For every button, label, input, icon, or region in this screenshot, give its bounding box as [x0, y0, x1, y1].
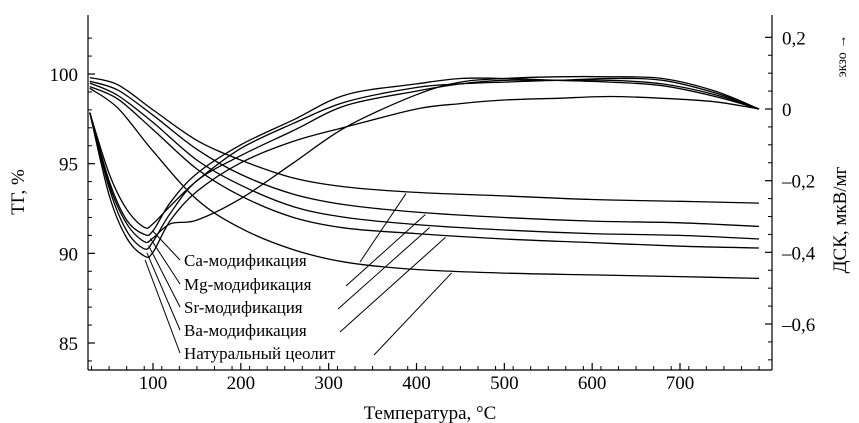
label-leader-dsc [146, 252, 181, 331]
x-tick-label: 200 [227, 373, 256, 394]
left-tick-label: 90 [59, 244, 78, 265]
left-tick-label: 85 [59, 334, 78, 355]
label-leader-dsc [144, 259, 181, 354]
label-leader-dsc [148, 245, 181, 308]
label-leader-dsc [149, 238, 181, 285]
curve-labels: Ca-модификация Mg-модификация Sr-модификац… [144, 193, 452, 363]
exo-direction-label: экзо → [835, 35, 850, 78]
right-y-axis-ticks: 0,2 0 –0,2 –0,4 –0,6 [765, 28, 816, 361]
right-tick-label: 0 [782, 100, 792, 121]
tg-curve [89, 87, 760, 280]
curve-label: Mg-модификация [184, 275, 312, 294]
curve-label: Ca-модификация [184, 251, 307, 270]
left-tick-label: 95 [59, 155, 78, 176]
label-leader-tg [337, 227, 431, 310]
tg-curve [89, 80, 760, 228]
tg-curve [89, 76, 760, 204]
tg-curve [89, 82, 760, 240]
left-axis-title: ТГ, % [8, 169, 29, 215]
right-tick-label: –0,6 [781, 315, 815, 336]
x-tick-label: 500 [490, 373, 519, 394]
dsc-curve [89, 77, 760, 237]
left-y-axis-ticks: 85 90 95 100 [50, 37, 95, 362]
label-leader-tg [373, 272, 452, 356]
x-axis-title: Температура, °C [364, 403, 497, 423]
right-tick-label: 0,2 [782, 28, 806, 49]
left-tick-label: 100 [50, 65, 79, 86]
dsc-curve [89, 75, 760, 244]
label-leader-dsc [152, 230, 181, 261]
x-axis-ticks: 100 200 300 400 500 600 700 [91, 363, 760, 394]
x-tick-label: 300 [314, 373, 343, 394]
label-leader-tg [359, 193, 407, 263]
dsc-curve [89, 77, 760, 250]
label-leader-tg [339, 237, 446, 333]
dsc-curve [89, 95, 760, 259]
dsc-curves [89, 75, 760, 259]
tg-curve [89, 86, 760, 249]
x-tick-label: 400 [402, 373, 431, 394]
x-tick-label: 700 [666, 373, 695, 394]
right-tick-label: –0,2 [781, 172, 815, 193]
x-tick-label: 600 [578, 373, 607, 394]
curve-label: Натуральный цеолит [184, 344, 336, 363]
right-axis-title: ДСК, мкВ/мг [830, 166, 851, 273]
tg-curves [89, 76, 760, 280]
curve-label: Sr-модификация [184, 298, 303, 317]
right-tick-label: –0,4 [781, 243, 816, 264]
x-tick-label: 100 [139, 373, 168, 394]
dsc-curve [89, 79, 760, 229]
curve-label: Ba-модификация [184, 321, 307, 340]
label-leader-tg [345, 214, 426, 287]
